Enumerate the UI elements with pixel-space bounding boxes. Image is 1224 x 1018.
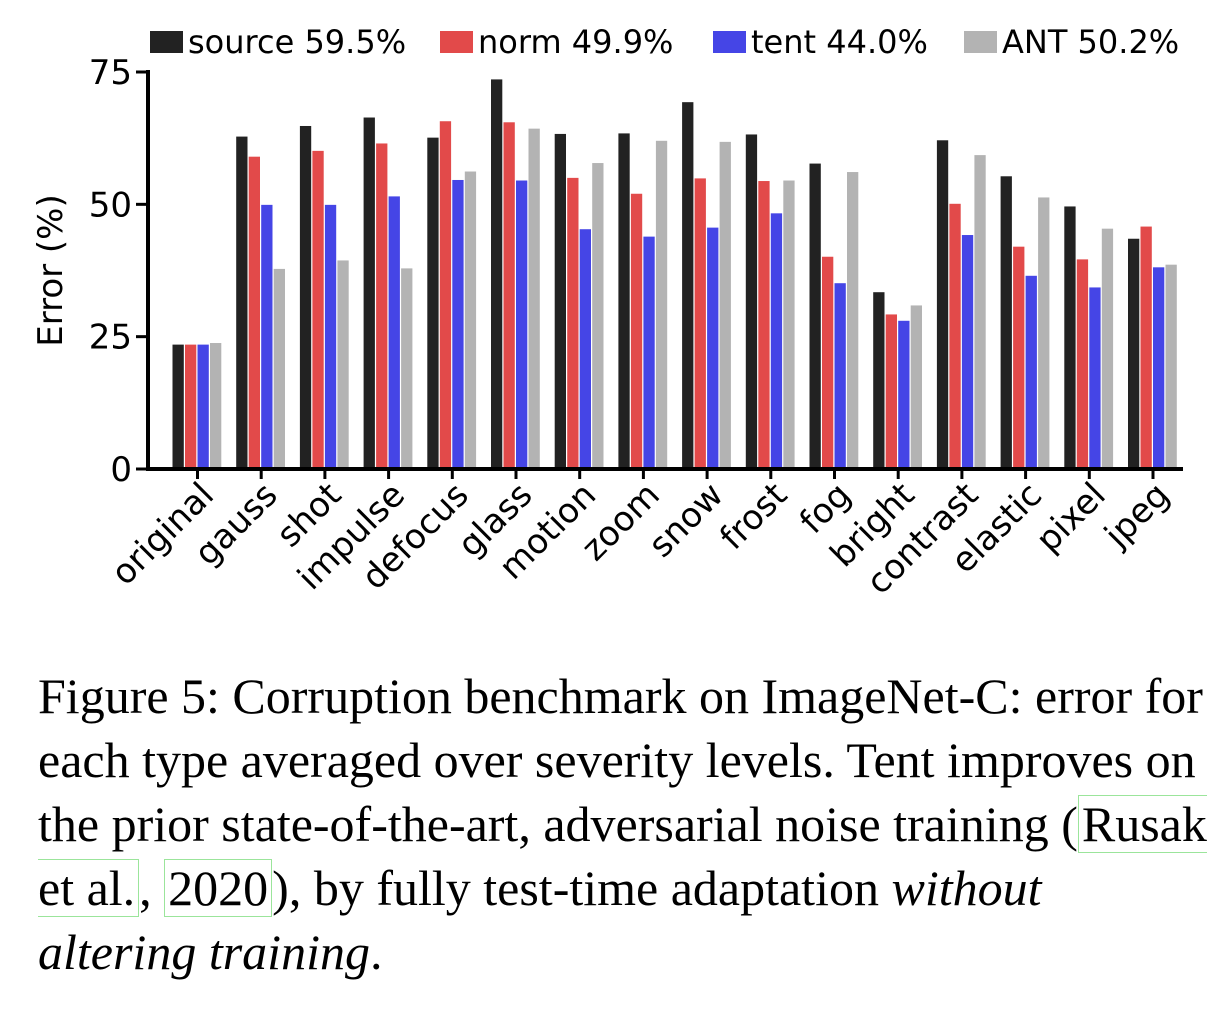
bar-snow-series-1 bbox=[694, 178, 706, 469]
y-tick-label: 0 bbox=[110, 450, 132, 490]
bar-pixel-series-1 bbox=[1076, 259, 1089, 469]
bar-bright-series-1 bbox=[885, 314, 897, 469]
caption-suffix: . bbox=[369, 924, 383, 980]
caption-prefix: Figure 5: Corruption benchmark on ImageN… bbox=[38, 668, 1203, 852]
bar-impulse-series-2 bbox=[388, 196, 400, 469]
bar-shot-series-1 bbox=[312, 150, 324, 469]
bar-fog-series-3 bbox=[847, 172, 859, 470]
x-tick-label-frost: frost bbox=[712, 475, 795, 558]
bar-frost-series-3 bbox=[783, 180, 795, 469]
bar-original-series-0 bbox=[172, 344, 184, 469]
bar-contrast-series-2 bbox=[961, 235, 974, 469]
x-tick-label-snow: snow bbox=[641, 475, 731, 565]
bar-zoom-series-1 bbox=[630, 193, 643, 469]
bar-shot-series-2 bbox=[324, 204, 337, 470]
bar-impulse-series-3 bbox=[401, 268, 413, 469]
bar-motion-series-3 bbox=[592, 163, 604, 470]
bar-contrast-series-3 bbox=[974, 155, 986, 470]
bar-jpeg-series-1 bbox=[1140, 226, 1152, 469]
bar-zoom-series-0 bbox=[618, 133, 630, 469]
bar-pixel-series-3 bbox=[1101, 228, 1114, 469]
x-tick-label-jpeg: jpeg bbox=[1096, 475, 1177, 556]
bar-bright-series-3 bbox=[910, 305, 922, 469]
bar-defocus-series-3 bbox=[464, 171, 477, 469]
bar-gauss-series-1 bbox=[248, 156, 260, 469]
legend-swatch-0 bbox=[150, 31, 183, 53]
bar-defocus-series-0 bbox=[427, 137, 439, 469]
bar-pixel-series-2 bbox=[1089, 287, 1101, 469]
bar-snow-series-2 bbox=[707, 227, 719, 469]
bar-impulse-series-1 bbox=[376, 143, 388, 469]
figure-caption: Figure 5: Corruption benchmark on ImageN… bbox=[38, 664, 1208, 984]
bar-defocus-series-2 bbox=[452, 179, 464, 470]
bar-elastic-series-0 bbox=[1000, 176, 1012, 469]
bar-impulse-series-0 bbox=[363, 117, 375, 470]
legend-label-1: norm 49.9% bbox=[478, 23, 673, 61]
bars-group bbox=[172, 79, 1177, 470]
bar-motion-series-1 bbox=[567, 177, 579, 469]
bar-bright-series-2 bbox=[898, 320, 910, 469]
chart-svg: source 59.5% norm 49.9% tent 44.0% ANT 50.2… bbox=[31, 23, 1183, 603]
y-tick-label: 50 bbox=[89, 185, 132, 225]
bar-glass-series-2 bbox=[516, 180, 528, 469]
bar-snow-series-3 bbox=[719, 141, 731, 469]
bar-contrast-series-1 bbox=[949, 203, 961, 470]
bar-contrast-series-0 bbox=[936, 140, 949, 469]
citation-year-link[interactable]: 2020 bbox=[164, 859, 273, 917]
bar-glass-series-0 bbox=[491, 79, 503, 469]
bar-zoom-series-2 bbox=[643, 236, 655, 469]
bar-jpeg-series-2 bbox=[1153, 267, 1165, 469]
bar-frost-series-2 bbox=[770, 213, 783, 469]
bar-zoom-series-3 bbox=[655, 140, 668, 469]
legend: source 59.5% norm 49.9% tent 44.0% ANT 50.2… bbox=[150, 23, 1179, 61]
caption-middle: ), by fully test-time adaptation bbox=[272, 860, 892, 916]
bar-motion-series-0 bbox=[554, 133, 566, 469]
legend-swatch-2 bbox=[713, 31, 746, 53]
bar-fog-series-2 bbox=[834, 283, 846, 469]
bar-motion-series-2 bbox=[579, 229, 591, 469]
bar-shot-series-3 bbox=[337, 260, 349, 469]
bar-original-series-3 bbox=[210, 343, 222, 469]
citation-separator: , bbox=[139, 860, 165, 916]
y-axis-label: Error (%) bbox=[31, 194, 71, 347]
bar-defocus-series-1 bbox=[439, 121, 452, 469]
bar-elastic-series-3 bbox=[1038, 197, 1050, 469]
bar-gauss-series-3 bbox=[273, 268, 285, 469]
bar-jpeg-series-3 bbox=[1165, 264, 1177, 469]
bar-frost-series-1 bbox=[758, 181, 770, 470]
bar-snow-series-0 bbox=[682, 102, 694, 470]
bar-fog-series-0 bbox=[809, 163, 821, 469]
legend-label-0: source 59.5% bbox=[188, 23, 406, 61]
y-tick-label: 75 bbox=[89, 53, 132, 93]
legend-swatch-1 bbox=[440, 31, 473, 53]
bar-gauss-series-2 bbox=[261, 204, 273, 470]
legend-label-2: tent 44.0% bbox=[751, 23, 928, 61]
x-tick-label-pixel: pixel bbox=[1028, 475, 1113, 560]
citation-authors-link[interactable]: Rusak et al. bbox=[38, 795, 1207, 917]
bar-fog-series-1 bbox=[822, 256, 834, 469]
caption-emphasis: without altering training bbox=[38, 860, 1042, 980]
bar-original-series-1 bbox=[185, 344, 197, 469]
bar-glass-series-1 bbox=[503, 122, 515, 469]
legend-label-3: ANT 50.2% bbox=[1002, 23, 1179, 61]
bar-jpeg-series-0 bbox=[1128, 238, 1140, 469]
y-tick-label: 25 bbox=[89, 318, 132, 358]
bar-original-series-2 bbox=[197, 344, 209, 469]
bar-gauss-series-0 bbox=[236, 136, 248, 469]
bar-chart: source 59.5% norm 49.9% tent 44.0% ANT 50.2… bbox=[31, 23, 1183, 603]
bar-pixel-series-0 bbox=[1064, 206, 1076, 469]
bar-glass-series-3 bbox=[528, 128, 540, 469]
bar-bright-series-0 bbox=[873, 292, 885, 469]
bar-frost-series-0 bbox=[745, 134, 758, 469]
bar-shot-series-0 bbox=[299, 125, 312, 470]
legend-swatch-3 bbox=[964, 31, 997, 53]
bar-elastic-series-2 bbox=[1025, 275, 1037, 469]
bar-elastic-series-1 bbox=[1013, 246, 1025, 469]
